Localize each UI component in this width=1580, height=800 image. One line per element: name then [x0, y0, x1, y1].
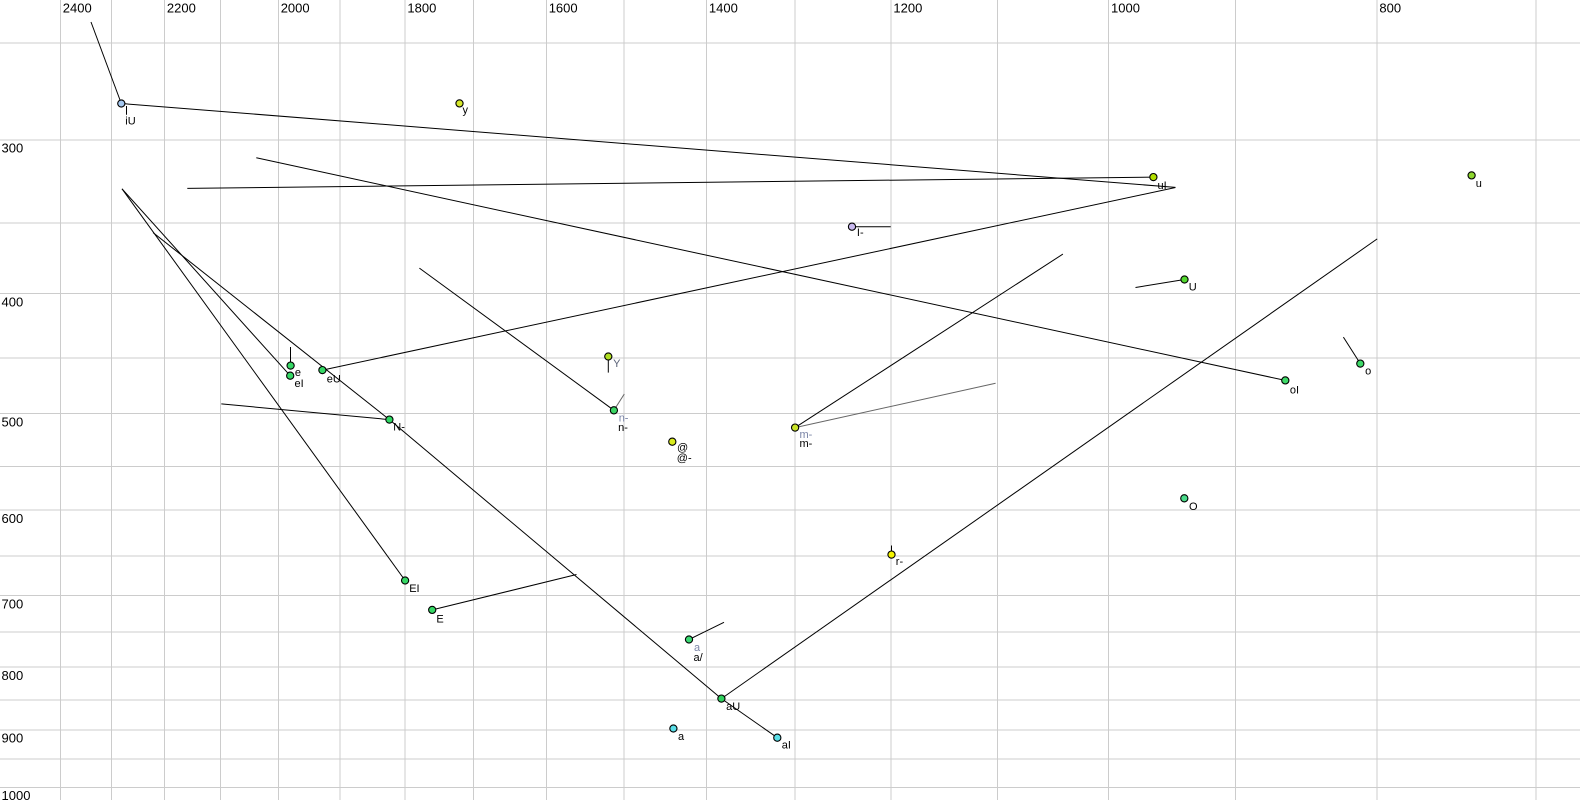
- svg-text:900: 900: [2, 731, 24, 746]
- svg-text:800: 800: [1379, 0, 1401, 15]
- svg-text:a/: a/: [694, 652, 704, 664]
- svg-text:aI: aI: [782, 739, 791, 751]
- svg-text:2000: 2000: [281, 0, 310, 15]
- svg-text:a: a: [678, 731, 685, 743]
- svg-text:400: 400: [2, 294, 24, 309]
- svg-text:n-: n-: [619, 413, 629, 425]
- svg-text:aU: aU: [726, 701, 740, 713]
- svg-text:Y: Y: [613, 358, 621, 370]
- svg-text:500: 500: [2, 414, 24, 429]
- svg-text:U: U: [1189, 281, 1197, 293]
- svg-text:600: 600: [2, 511, 24, 526]
- svg-text:EI: EI: [409, 583, 419, 595]
- svg-text:y: y: [463, 104, 469, 116]
- svg-text:a: a: [694, 642, 701, 654]
- svg-text:1000: 1000: [2, 788, 31, 800]
- svg-text:I-: I-: [857, 227, 864, 239]
- svg-text:u: u: [1476, 178, 1482, 190]
- svg-text:O: O: [1189, 501, 1198, 513]
- svg-text:1200: 1200: [893, 0, 922, 15]
- svg-text:r-: r-: [896, 556, 904, 568]
- svg-text:700: 700: [2, 596, 24, 611]
- svg-text:800: 800: [2, 668, 24, 683]
- svg-text:1600: 1600: [549, 0, 578, 15]
- svg-text:2400: 2400: [63, 0, 92, 15]
- svg-text:N-: N-: [393, 421, 405, 433]
- svg-text:2200: 2200: [167, 0, 196, 15]
- svg-text:eU: eU: [327, 374, 341, 386]
- svg-text:oI: oI: [1290, 385, 1299, 397]
- svg-text:m-: m-: [800, 438, 813, 450]
- svg-text:300: 300: [2, 141, 24, 156]
- svg-text:uI: uI: [1158, 180, 1167, 192]
- svg-text:m-: m-: [800, 429, 813, 441]
- svg-text:n-: n-: [618, 422, 628, 434]
- svg-text:iU: iU: [125, 116, 135, 128]
- svg-text:e: e: [295, 367, 301, 379]
- svg-text:1000: 1000: [1111, 0, 1140, 15]
- svg-text:1400: 1400: [709, 0, 738, 15]
- svg-text:E: E: [436, 614, 443, 626]
- svg-text:eI: eI: [295, 378, 304, 390]
- svg-text:@: @: [677, 442, 688, 454]
- svg-text:1800: 1800: [407, 0, 436, 15]
- svg-text:o: o: [1365, 366, 1371, 378]
- svg-text:@-: @-: [677, 453, 692, 465]
